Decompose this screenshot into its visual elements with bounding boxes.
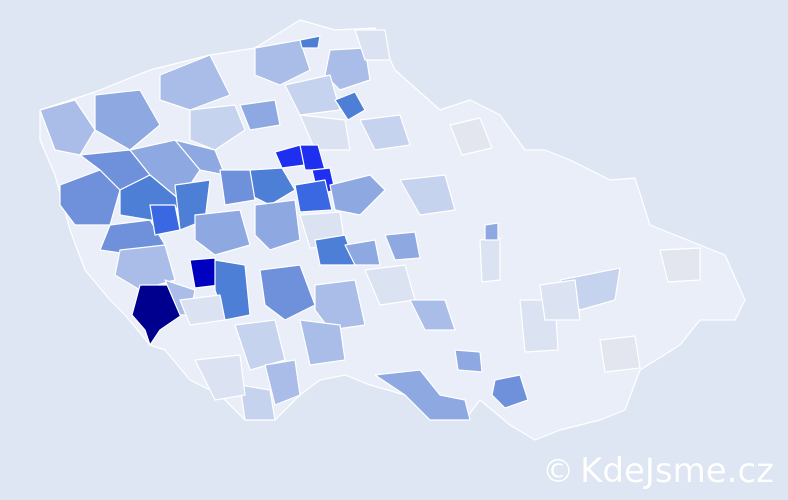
- district-v3: [374, 369, 471, 421]
- district-s9: [239, 384, 276, 421]
- district-s3: [214, 259, 251, 321]
- district-c4: [294, 179, 333, 213]
- district-n8: [299, 114, 351, 151]
- map-districts: [39, 19, 746, 441]
- district-w3: [94, 89, 161, 151]
- district-s4: [259, 264, 316, 321]
- district-v2: [399, 174, 456, 216]
- district-v6: [491, 374, 529, 409]
- district-n7: [239, 99, 281, 131]
- district-c8: [254, 199, 301, 251]
- district-v7: [479, 237, 501, 283]
- district-v5: [454, 349, 483, 373]
- district-c12: [384, 231, 421, 261]
- district-w2: [39, 99, 96, 156]
- district-m4: [449, 117, 493, 156]
- district-n4: [284, 74, 341, 116]
- copyright-icon: ©: [542, 452, 575, 490]
- district-n3: [324, 47, 371, 91]
- district-s8: [264, 359, 301, 406]
- district-n1: [254, 39, 311, 86]
- watermark-text: KdeJsme.cz: [580, 451, 774, 491]
- district-c7: [329, 174, 386, 216]
- district-s12: [179, 294, 226, 326]
- district-s6: [299, 319, 346, 366]
- district-m5: [539, 279, 581, 321]
- district-v4: [409, 299, 456, 331]
- district-w11: [189, 104, 246, 151]
- district-w9: [149, 204, 181, 236]
- district-m2: [659, 247, 701, 283]
- district-n6: [354, 29, 391, 61]
- district-s7: [234, 319, 286, 371]
- watermark: © KdeJsme.cz: [542, 454, 774, 488]
- district-n5: [334, 91, 366, 121]
- district-c6: [219, 169, 256, 206]
- district-m3: [599, 335, 641, 373]
- district-s10: [194, 354, 246, 401]
- district-n2: [299, 35, 321, 49]
- district-c11: [344, 239, 381, 266]
- district-w13: [194, 209, 251, 256]
- district-w5: [159, 54, 231, 111]
- district-v8: [484, 222, 499, 241]
- district-n9: [359, 114, 411, 151]
- district-s5: [314, 279, 366, 331]
